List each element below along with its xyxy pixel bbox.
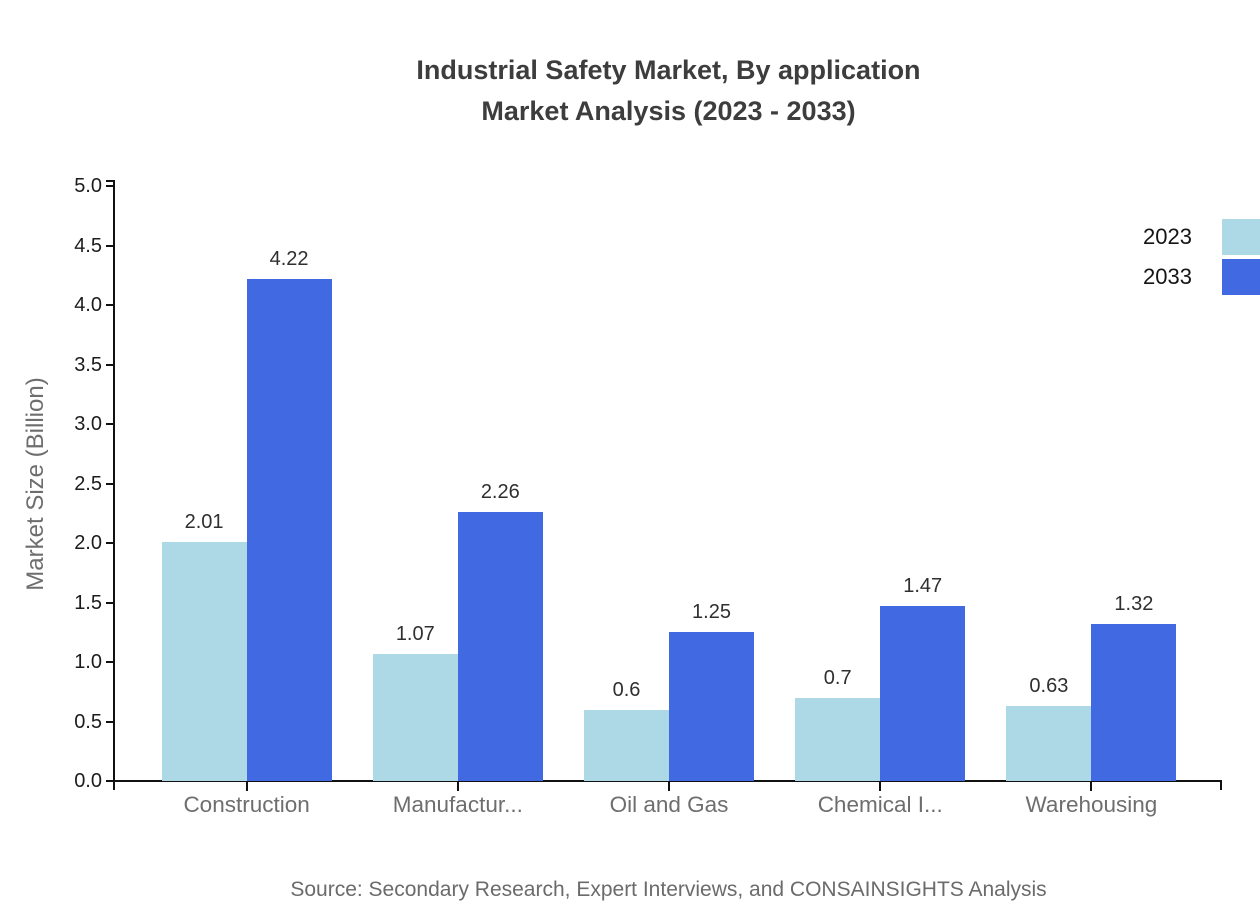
bar-2033 — [880, 606, 966, 781]
bar-group: 0.6 1.25 — [563, 186, 774, 781]
x-tick — [456, 782, 459, 791]
y-axis-end-cap-top — [106, 180, 115, 182]
y-tick — [106, 780, 115, 782]
bar-group: 0.7 1.47 — [775, 186, 986, 781]
legend: 2023 2033 — [1143, 219, 1260, 299]
legend-label: 2023 — [1143, 224, 1192, 249]
y-tick-label: 4.5 — [74, 234, 102, 257]
y-tick — [106, 423, 115, 425]
chart-title-line1: Industrial Safety Market, By application — [416, 55, 921, 85]
category-label: Chemical I... — [817, 792, 943, 817]
bar-value-label: 1.07 — [395, 622, 435, 645]
x-axis-end-cap-right — [1220, 780, 1222, 790]
legend-swatch — [1222, 259, 1260, 295]
category-label: Warehousing — [1025, 792, 1158, 817]
y-tick-label: 3.5 — [74, 353, 102, 376]
y-tick — [106, 661, 115, 663]
bar-value-label: 1.32 — [1114, 592, 1154, 615]
category-labels: Construction Manufactur... Oil and Gas Chem… — [141, 792, 1197, 818]
x-tick — [668, 782, 670, 791]
bar-value-label: 2.01 — [184, 510, 224, 533]
bar-2033 — [668, 632, 754, 781]
legend-item: 2033 — [1143, 259, 1260, 295]
y-tick-label: 0.0 — [74, 770, 102, 792]
bar-2023 — [1006, 706, 1092, 781]
y-tick-label: 2.0 — [74, 532, 102, 554]
y-tick — [106, 363, 115, 366]
legend-swatch — [1222, 219, 1260, 255]
y-tick-label: 0.5 — [74, 710, 102, 733]
source-note: Source: Secondary Research, Expert Inter… — [290, 878, 1047, 901]
category-label: Manufactur... — [392, 792, 523, 817]
x-tick — [1090, 782, 1093, 791]
bar-group: 1.07 2.26 — [352, 186, 563, 781]
y-tick-label: 5.0 — [74, 175, 102, 197]
bar-value-label: 2.26 — [480, 481, 520, 504]
bar-value-label: 0.63 — [1029, 675, 1069, 698]
y-tick — [106, 601, 115, 604]
bar-2023 — [372, 653, 458, 781]
legend-label: 2033 — [1143, 264, 1192, 289]
bar-value-label: 4.22 — [269, 247, 309, 270]
bar-value-label: 1.47 — [903, 575, 943, 598]
y-tick — [106, 542, 115, 544]
bar-2033 — [1091, 623, 1177, 781]
category-label: Oil and Gas — [609, 792, 729, 817]
bar-2023 — [161, 541, 247, 781]
chart-title: Industrial Safety Market, By application… — [115, 50, 1222, 132]
bar-group: 2.01 4.22 — [141, 186, 352, 781]
x-tick — [245, 782, 248, 791]
y-axis-line — [113, 180, 115, 782]
x-axis-line — [113, 780, 1222, 782]
y-tick — [106, 304, 115, 306]
bar-value-label: 1.25 — [692, 601, 731, 624]
bar-value-label: 0.7 — [823, 666, 852, 689]
bar-2023 — [583, 709, 669, 781]
chart-title-line2: Market Analysis (2023 - 2033) — [481, 96, 856, 126]
y-tick — [106, 482, 115, 485]
y-tick — [106, 720, 115, 723]
y-tick-label: 4.0 — [74, 294, 102, 316]
bar-2033 — [457, 512, 543, 781]
x-axis-end-cap-left — [113, 780, 115, 790]
x-tick — [879, 782, 882, 791]
bar-2023 — [795, 697, 881, 781]
y-tick-label: 1.5 — [74, 591, 102, 614]
y-tick-label: 1.0 — [74, 651, 102, 673]
category-label: Construction — [183, 792, 310, 817]
legend-item: 2023 — [1143, 219, 1260, 255]
plot-area: 2.01 4.22 1.07 2.26 0.6 1.25 0.7 1.47 0.63 1.32 — [115, 186, 1222, 781]
y-tick-label: 2.5 — [74, 472, 102, 495]
bar-group: 0.63 1.32 — [986, 186, 1197, 781]
y-tick — [106, 185, 115, 187]
y-tick-label: 3.0 — [74, 413, 102, 435]
bar-value-label: 0.6 — [612, 678, 641, 701]
y-tick — [106, 244, 115, 247]
bar-2033 — [246, 278, 332, 781]
